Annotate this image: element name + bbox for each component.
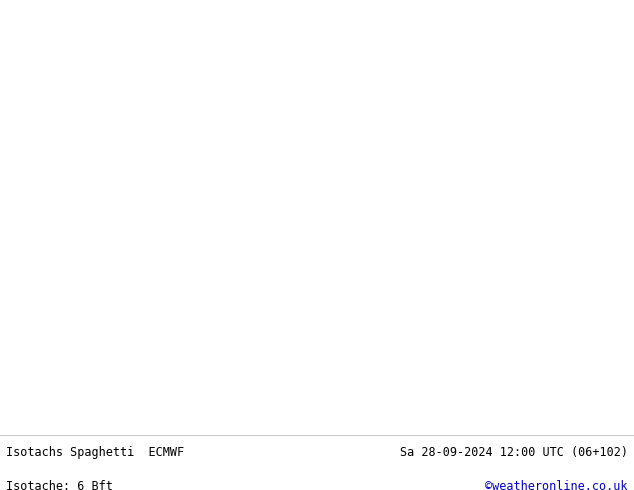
Text: Isotache: 6 Bft: Isotache: 6 Bft <box>6 480 113 490</box>
Text: ©weatheronline.co.uk: ©weatheronline.co.uk <box>485 480 628 490</box>
Text: Isotachs Spaghetti  ECMWF: Isotachs Spaghetti ECMWF <box>6 446 184 459</box>
Text: Sa 28-09-2024 12:00 UTC (06+102): Sa 28-09-2024 12:00 UTC (06+102) <box>399 446 628 459</box>
